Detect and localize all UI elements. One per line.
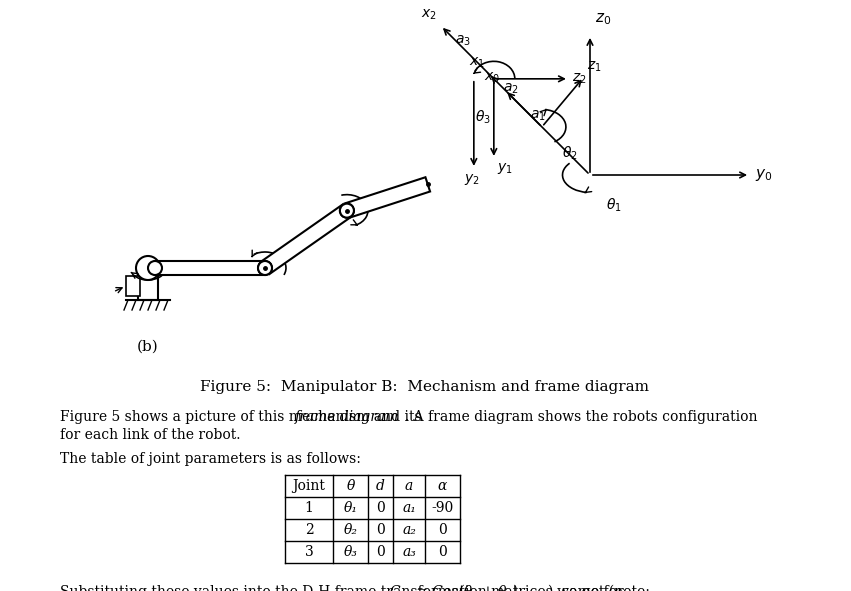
Text: $x_2$: $x_2$ — [421, 8, 437, 22]
Circle shape — [136, 256, 160, 280]
Text: $x_1$: $x_1$ — [469, 56, 485, 70]
Text: θ₂: θ₂ — [344, 523, 357, 537]
Text: -90: -90 — [431, 501, 454, 515]
Text: $\theta_1$: $\theta_1$ — [606, 197, 622, 215]
Text: θ₃: θ₃ — [344, 545, 357, 559]
Text: $a_3$: $a_3$ — [454, 33, 471, 48]
Circle shape — [340, 204, 354, 217]
Text: Figure 5:  Manipulator B:  Mechanism and frame diagram: Figure 5: Manipulator B: Mechanism and f… — [201, 380, 649, 394]
Text: θ₁: θ₁ — [344, 501, 357, 515]
Text: 0: 0 — [376, 523, 385, 537]
Text: (b): (b) — [137, 340, 159, 354]
Text: a₁: a₁ — [402, 501, 416, 515]
Bar — [126, 276, 140, 296]
Polygon shape — [155, 261, 265, 275]
Text: . A frame diagram shows the robots configuration: . A frame diagram shows the robots confi… — [405, 410, 757, 424]
Bar — [138, 273, 158, 300]
Text: 3: 3 — [305, 545, 313, 559]
Circle shape — [258, 261, 272, 275]
Text: $z_1$: $z_1$ — [586, 60, 602, 74]
Text: Figure 5 shows a picture of this mechanism and its: Figure 5 shows a picture of this mechani… — [60, 410, 426, 424]
Text: $y_2$: $y_2$ — [464, 172, 480, 187]
Text: $z_2$: $z_2$ — [572, 72, 586, 86]
Text: $\theta_3$: $\theta_3$ — [475, 109, 491, 126]
Text: $x_0$: $x_0$ — [484, 71, 500, 85]
Text: 0: 0 — [376, 501, 385, 515]
Text: a: a — [405, 479, 413, 493]
Polygon shape — [260, 204, 351, 274]
Text: $\theta_2$: $\theta_2$ — [562, 145, 578, 163]
Text: frame diagram: frame diagram — [295, 410, 399, 424]
Text: d: d — [376, 479, 385, 493]
Polygon shape — [345, 177, 430, 217]
Text: α: α — [437, 479, 447, 493]
Circle shape — [258, 261, 272, 275]
Text: 0: 0 — [438, 523, 447, 537]
Text: C₂₃ = Cos(θ₂ + θ₃): C₂₃ = Cos(θ₂ + θ₃) — [390, 585, 517, 591]
Text: for each link of the robot.: for each link of the robot. — [60, 428, 241, 442]
Text: $y_0$: $y_0$ — [755, 167, 773, 183]
Text: θ: θ — [346, 479, 355, 493]
Text: $a_1$: $a_1$ — [530, 108, 545, 122]
Text: $y_1$: $y_1$ — [497, 161, 512, 176]
Text: $z_0$: $z_0$ — [595, 11, 611, 27]
Text: The table of joint parameters is as follows:: The table of joint parameters is as foll… — [60, 452, 361, 466]
Text: 0: 0 — [438, 545, 447, 559]
Circle shape — [148, 261, 162, 275]
Text: $a_2$: $a_2$ — [503, 82, 519, 96]
Text: 2: 2 — [305, 523, 313, 537]
Text: a₃: a₃ — [402, 545, 416, 559]
Text: a₂: a₂ — [402, 523, 416, 537]
Circle shape — [340, 204, 354, 217]
Text: 1: 1 — [305, 501, 313, 515]
Text: Substituting these values into the D-H frame transformation matrices we get (not: Substituting these values into the D-H f… — [60, 585, 654, 591]
Text: Joint: Joint — [293, 479, 325, 493]
Text: 0: 0 — [376, 545, 385, 559]
Text: ), same for: ), same for — [548, 585, 624, 591]
